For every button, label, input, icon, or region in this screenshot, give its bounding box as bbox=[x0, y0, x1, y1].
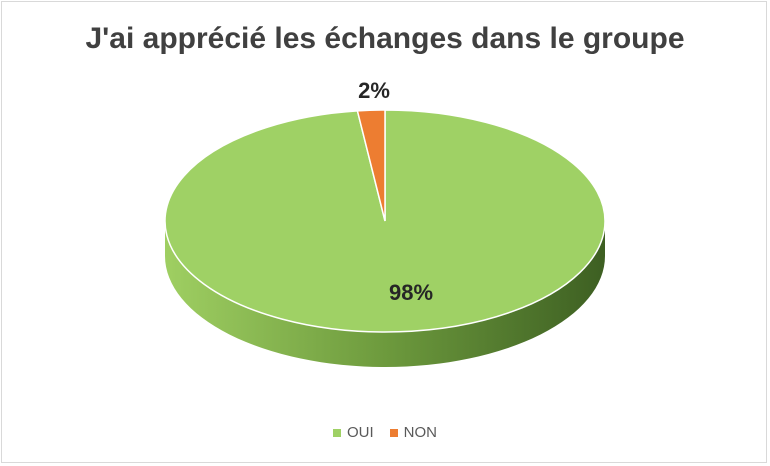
chart-title: J'ai apprécié les échanges dans le group… bbox=[85, 22, 685, 55]
legend-item-non: NON bbox=[389, 424, 437, 441]
chart-legend: OUI NON bbox=[0, 424, 770, 441]
legend-label-oui: OUI bbox=[346, 424, 374, 441]
legend-label-non: NON bbox=[403, 424, 437, 441]
legend-swatch-oui bbox=[332, 428, 341, 437]
legend-swatch-non bbox=[389, 428, 398, 437]
pie-slice-non bbox=[356, 109, 386, 222]
pie-side-wall bbox=[165, 221, 605, 367]
legend-item-oui: OUI bbox=[332, 424, 374, 441]
data-label-oui: 98% bbox=[389, 280, 433, 305]
data-label-non: 2% bbox=[358, 78, 390, 103]
